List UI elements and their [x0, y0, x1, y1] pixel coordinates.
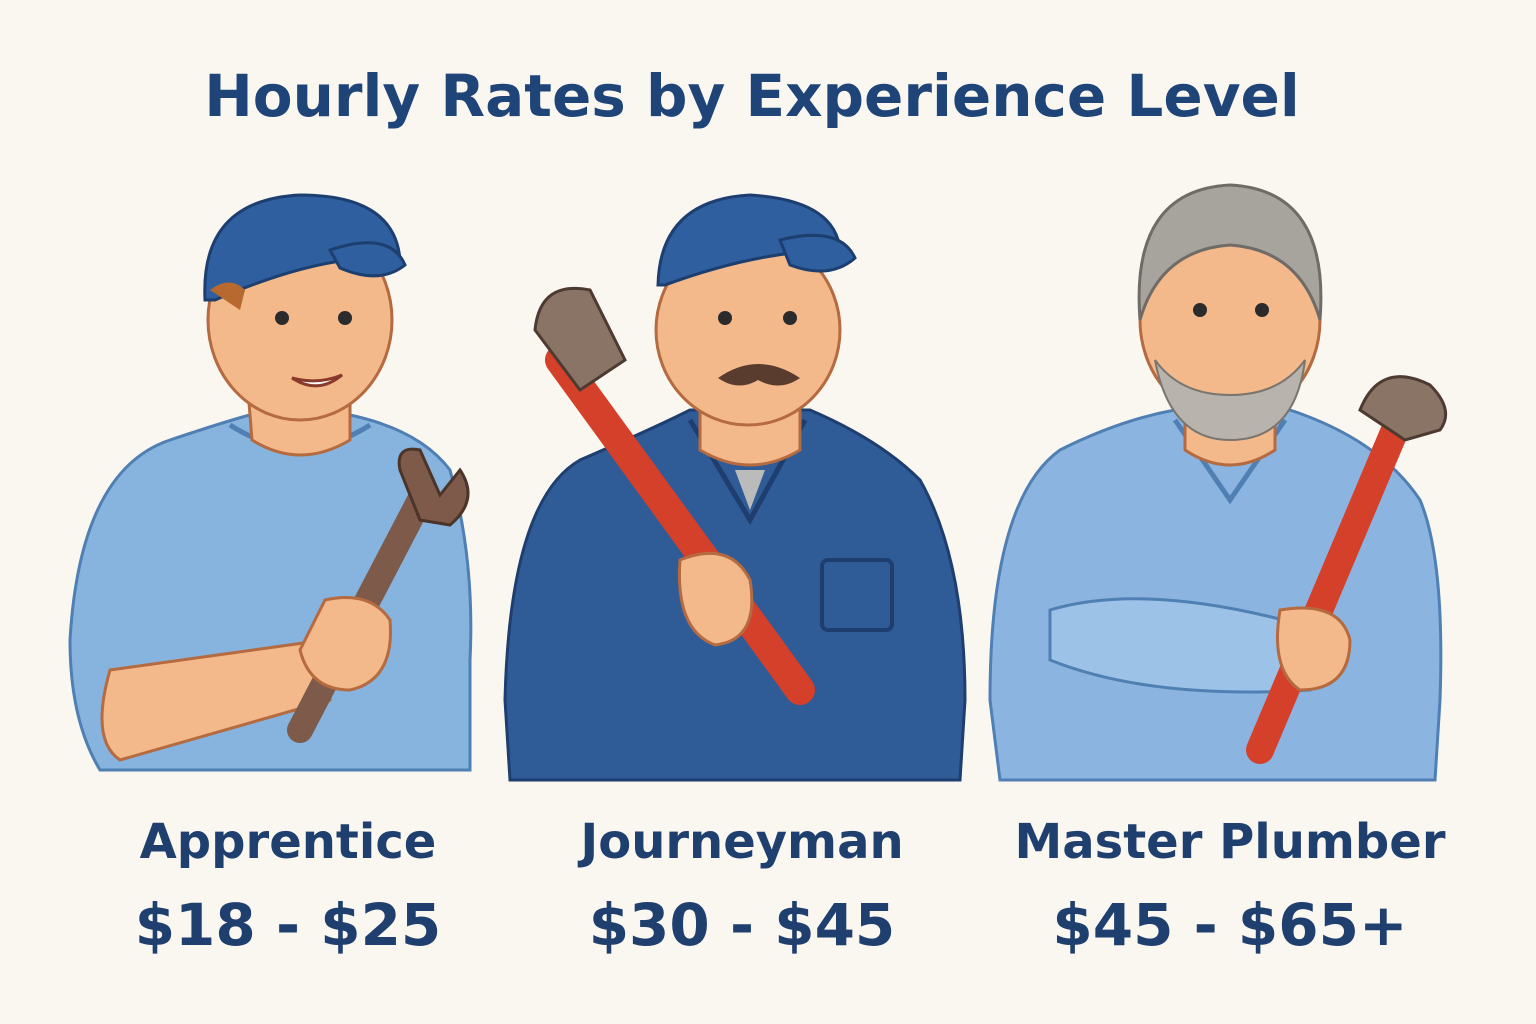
illustration-shape — [777, 233, 857, 273]
illustration-shape — [783, 311, 797, 325]
illustration-shape — [1193, 303, 1207, 317]
labels: Apprentice $18 - $25 Journeyman $30 - $45 Ma… — [135, 814, 1446, 959]
illustration-shape — [545, 345, 815, 705]
rate-range: $18 - $25 — [135, 891, 442, 959]
illustration-shape — [718, 364, 800, 386]
level-name: Apprentice — [140, 814, 437, 870]
level-name: Journeyman — [577, 814, 903, 870]
illustration-shape — [656, 193, 842, 287]
illustration-shape — [1246, 416, 1409, 764]
illustration-shape — [1255, 303, 1269, 317]
journeyman-illustration — [503, 193, 967, 782]
illustration-shape — [1154, 359, 1306, 442]
illustration-shape — [533, 286, 627, 393]
master-plumber-illustration — [988, 183, 1448, 782]
rate-range: $45 - $65+ — [1052, 891, 1407, 959]
illustration-shape — [820, 558, 894, 632]
illustration-shape — [291, 373, 343, 388]
illustration-shape — [1276, 606, 1352, 692]
illustration-shape — [210, 282, 245, 310]
level-name: Master Plumber — [1014, 814, 1445, 870]
title: Hourly Rates by Experience Level — [204, 62, 1300, 130]
illustration-shape — [397, 447, 470, 527]
illustration-shape — [1358, 375, 1448, 442]
illustration-shape — [298, 596, 392, 692]
illustration-shape — [275, 311, 289, 325]
rate-range: $30 - $45 — [589, 891, 896, 959]
illustration-shape — [735, 470, 765, 510]
illustration-shape — [203, 193, 402, 302]
illustration-shape — [1137, 183, 1323, 321]
illustration-shape — [327, 241, 407, 278]
illustration-shape — [100, 638, 332, 762]
apprentice-illustration — [68, 193, 473, 772]
illustration-shape — [338, 311, 352, 325]
illustration-shape — [677, 551, 754, 647]
illustration-shape — [718, 311, 732, 325]
